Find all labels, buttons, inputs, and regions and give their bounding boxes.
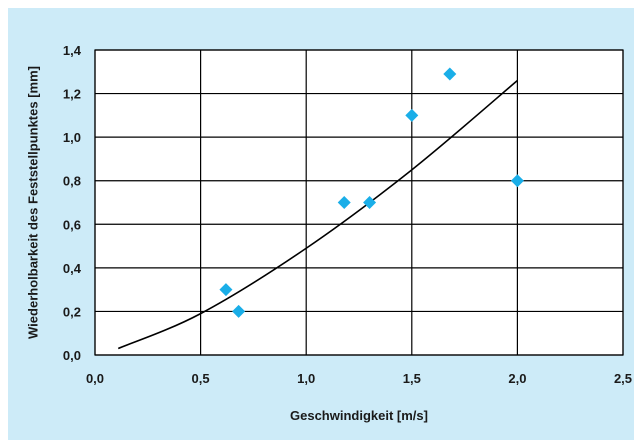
trendline-layer <box>117 79 518 350</box>
x-tick-label: 0,0 <box>86 371 104 386</box>
x-tick-label: 2,0 <box>508 371 526 386</box>
y-axis-title: Wiederholbarkeit des Feststellpunktes [m… <box>25 66 40 339</box>
data-point-marker <box>232 304 246 318</box>
y-tick-label: 0,0 <box>63 348 81 363</box>
y-tick-label: 0,2 <box>63 304 81 319</box>
data-point-marker <box>363 196 377 209</box>
gridlines <box>94 49 624 356</box>
y-tick-label: 1,2 <box>63 87 81 102</box>
trendline <box>117 79 518 350</box>
x-tick-labels: 0,0 0,5 1,0 1,5 2,0 2,5 <box>86 371 632 386</box>
y-tick-label: 1,4 <box>63 43 82 58</box>
chart-panel: 0,0 0,5 1,0 1,5 2,0 2,5 0,0 0,2 0,4 0,6 0,8 1,0 1,2… <box>8 8 634 440</box>
data-points <box>219 67 524 318</box>
y-tick-labels: 0,0 0,2 0,4 0,6 0,8 1,0 1,2 1,4 <box>63 43 82 363</box>
y-tick-label: 0,4 <box>63 261 82 276</box>
data-point-marker <box>510 174 524 188</box>
x-tick-label: 2,5 <box>614 371 632 386</box>
x-axis-title: Geschwindigkeit [m/s] <box>290 408 428 423</box>
x-tick-label: 1,5 <box>403 371 421 386</box>
data-point-marker <box>219 283 233 297</box>
x-tick-label: 0,5 <box>192 371 210 386</box>
y-tick-label: 1,0 <box>63 130 81 145</box>
y-tick-label: 0,6 <box>63 217 81 232</box>
data-point-marker <box>443 67 457 81</box>
data-point-marker <box>405 108 419 122</box>
scatter-chart: 0,0 0,5 1,0 1,5 2,0 2,5 0,0 0,2 0,4 0,6 0,8 1,0 1,2… <box>8 8 634 440</box>
y-tick-label: 0,8 <box>63 174 81 189</box>
x-tick-label: 1,0 <box>297 371 315 386</box>
data-point-marker <box>337 196 351 209</box>
plot-area <box>94 49 624 356</box>
